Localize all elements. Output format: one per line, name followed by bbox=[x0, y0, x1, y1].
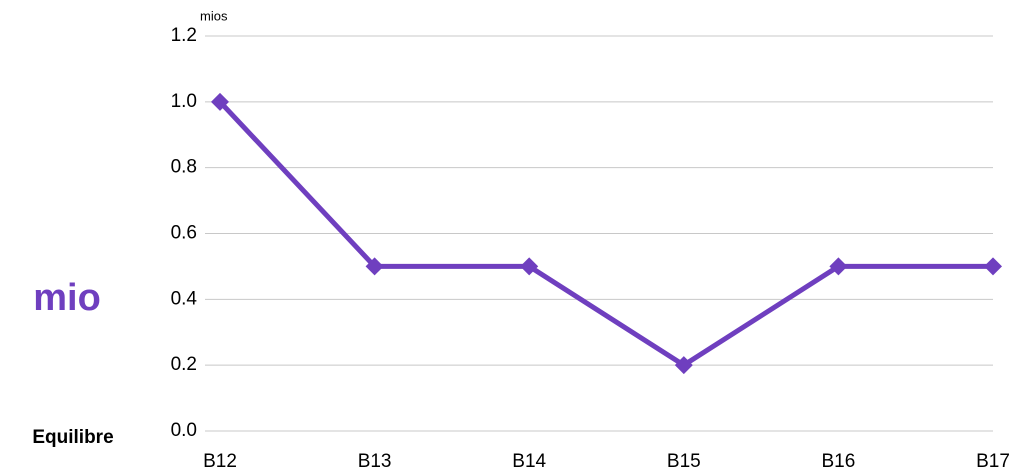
annotation: Equilibre bbox=[32, 427, 113, 448]
line bbox=[218, 100, 993, 368]
y-label: mio bbox=[33, 277, 101, 319]
y-tick-label: 1.0 bbox=[171, 91, 197, 112]
marker bbox=[674, 356, 693, 375]
x-tick-label: B15 bbox=[667, 451, 701, 472]
marker bbox=[984, 257, 1002, 276]
y-tick-label: 0.4 bbox=[171, 288, 198, 309]
y-tick-label: 0.6 bbox=[171, 223, 197, 244]
x-tick-label: B17 bbox=[976, 451, 1010, 472]
y-tick-label: 0.0 bbox=[171, 420, 197, 441]
y-tick-label: 0.2 bbox=[171, 354, 197, 375]
x-tick-label: B16 bbox=[821, 451, 855, 472]
marker bbox=[520, 257, 539, 276]
y-tick-label: 0.8 bbox=[171, 157, 197, 178]
marker bbox=[365, 257, 384, 276]
marker bbox=[211, 92, 229, 111]
x-tick-label: B12 bbox=[203, 451, 237, 472]
x-tick-label: B14 bbox=[512, 451, 546, 472]
y-tick-label: 1.2 bbox=[171, 25, 197, 46]
y-unit: mios bbox=[200, 8, 228, 23]
x-tick-label: B13 bbox=[358, 451, 392, 472]
marker bbox=[829, 257, 848, 276]
